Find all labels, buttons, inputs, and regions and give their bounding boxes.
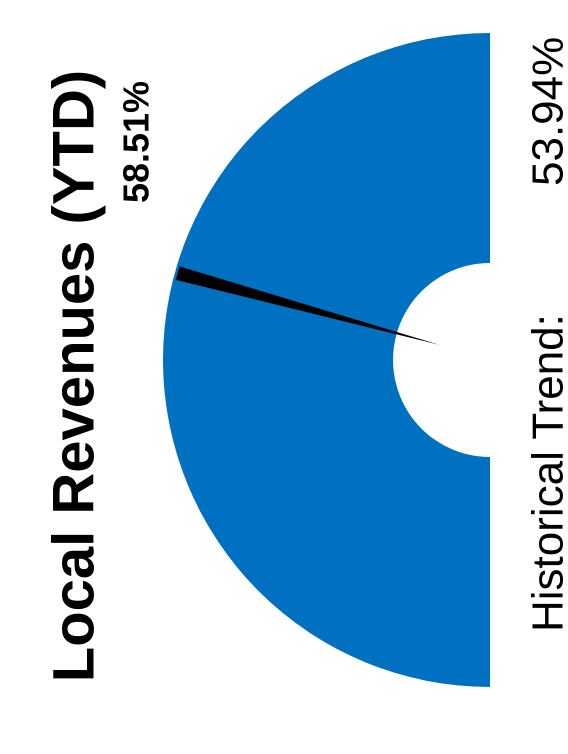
- historical-trend-label: Historical Trend:: [524, 314, 568, 632]
- gauge-needle: [175, 266, 440, 345]
- chart-title: Local Revenues (YTD): [42, 70, 107, 682]
- gauge-value-label: 58.51%: [116, 81, 157, 203]
- historical-trend-value: 53.94%: [524, 37, 568, 186]
- gauge-arc: [163, 33, 490, 687]
